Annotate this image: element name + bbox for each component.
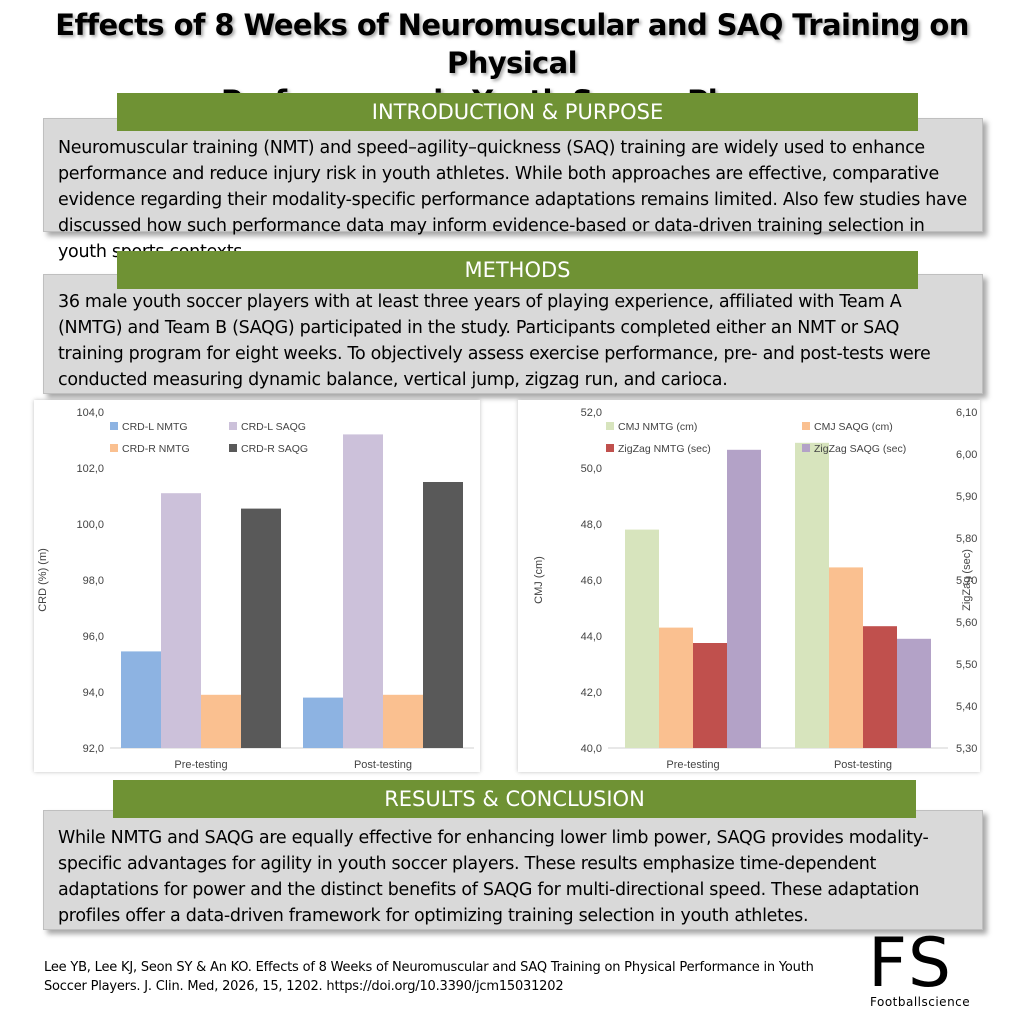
x-category-label: Post-testing	[834, 759, 892, 771]
bar	[383, 694, 423, 748]
intro-box: Neuromuscular training (NMT) and speed–a…	[43, 118, 983, 262]
y2-tick-label: 5,50	[956, 659, 977, 671]
cmj-zigzag-chart: 40,0 42,0 44,0 46,0 48,0 50,0 52,0 5,30 5,40 5,50…	[518, 400, 980, 772]
methods-heading: METHODS	[117, 251, 918, 289]
y-tick-label: 42,0	[581, 687, 602, 699]
y-tick-label: 46,0	[581, 575, 602, 587]
y2-tick-label: 6,10	[956, 407, 977, 419]
bar	[241, 508, 281, 748]
legend-label: CRD-R SAQG	[241, 443, 308, 455]
bar	[659, 627, 693, 748]
methods-box: 36 male youth soccer players with at lea…	[43, 274, 983, 394]
y-tick-label: 40,0	[581, 743, 602, 755]
y2-axis-label: ZigZag (sec)	[961, 549, 973, 611]
footballscience-logo: FS Footballscience	[868, 930, 988, 1015]
y2-tick-label: 5,70	[956, 575, 977, 587]
y-tick-label: 104,0	[76, 407, 104, 419]
intro-text: Neuromuscular training (NMT) and speed–a…	[58, 138, 968, 262]
legend-label: ZigZag NMTG (sec)	[618, 443, 711, 455]
legend-swatch	[229, 444, 237, 452]
y-tick-label: 98,0	[83, 575, 104, 587]
y-axis-label: CRD (%) (m)	[37, 548, 49, 612]
y-tick-label: 44,0	[581, 631, 602, 643]
logo-letters: FS	[868, 924, 954, 1003]
y2-tick-label: 5,80	[956, 533, 977, 545]
methods-text: 36 male youth soccer players with at lea…	[58, 292, 931, 390]
bar	[829, 567, 863, 748]
bar	[693, 643, 727, 748]
crd-chart: 92,0 94,0 96,0 98,0 100,0 102,0 104,0 CRD (%) (…	[34, 400, 480, 772]
legend-swatch	[606, 422, 614, 430]
legend-label: CMJ NMTG (cm)	[618, 421, 697, 433]
results-text: While NMTG and SAQG are equally effectiv…	[58, 828, 929, 926]
intro-heading: INTRODUCTION & PURPOSE	[117, 93, 918, 131]
bar	[795, 442, 829, 748]
y2-tick-label: 5,30	[956, 743, 977, 755]
legend-label: CRD-R NMTG	[122, 443, 190, 455]
legend-label: CMJ SAQG (cm)	[814, 421, 893, 433]
citation: Lee YB, Lee KJ, Seon SY & An KO. Effects…	[44, 960, 814, 994]
x-category-label: Pre-testing	[174, 759, 227, 771]
y2-tick-label: 5,40	[956, 701, 977, 713]
y-tick-label: 96,0	[83, 631, 104, 643]
bar	[121, 651, 161, 748]
y-tick-label: 102,0	[76, 463, 104, 475]
y2-tick-label: 5,60	[956, 617, 977, 629]
legend-label: ZigZag SAQG (sec)	[814, 443, 906, 455]
legend-label: CRD-L SAQG	[241, 421, 306, 433]
bar	[303, 697, 343, 748]
bar	[625, 529, 659, 748]
title-line-1: Effects of 8 Weeks of Neuromuscular and …	[55, 8, 969, 80]
cmj-zigzag-chart-svg: 40,0 42,0 44,0 46,0 48,0 50,0 52,0 5,30 5,40 5,50…	[533, 407, 977, 771]
results-heading: RESULTS & CONCLUSION	[113, 780, 916, 818]
legend-swatch	[802, 444, 810, 452]
legend-swatch	[110, 422, 118, 430]
legend-swatch	[606, 444, 614, 452]
results-box: While NMTG and SAQG are equally effectiv…	[43, 810, 983, 930]
y-axis-label: CMJ (cm)	[533, 556, 545, 604]
bar	[897, 638, 931, 748]
bar	[727, 449, 761, 748]
bar	[161, 493, 201, 748]
y-tick-label: 50,0	[581, 463, 602, 475]
y2-tick-label: 6,00	[956, 449, 977, 461]
y-tick-label: 94,0	[83, 687, 104, 699]
legend-swatch	[110, 444, 118, 452]
legend-label: CRD-L NMTG	[122, 421, 188, 433]
crd-chart-svg: 92,0 94,0 96,0 98,0 100,0 102,0 104,0 CRD (%) (…	[37, 407, 474, 771]
x-category-label: Post-testing	[354, 759, 412, 771]
y-tick-label: 100,0	[76, 519, 104, 531]
y-tick-label: 92,0	[83, 743, 104, 755]
bar	[343, 434, 383, 748]
y-tick-label: 48,0	[581, 519, 602, 531]
logo-subtitle: Footballscience	[870, 995, 971, 1009]
legend-swatch	[802, 422, 810, 430]
legend-swatch	[229, 422, 237, 430]
y-tick-label: 52,0	[581, 407, 602, 419]
y2-tick-label: 5,90	[956, 491, 977, 503]
bar	[423, 482, 463, 748]
bar	[201, 694, 241, 748]
bar	[863, 626, 897, 748]
x-category-label: Pre-testing	[666, 759, 719, 771]
